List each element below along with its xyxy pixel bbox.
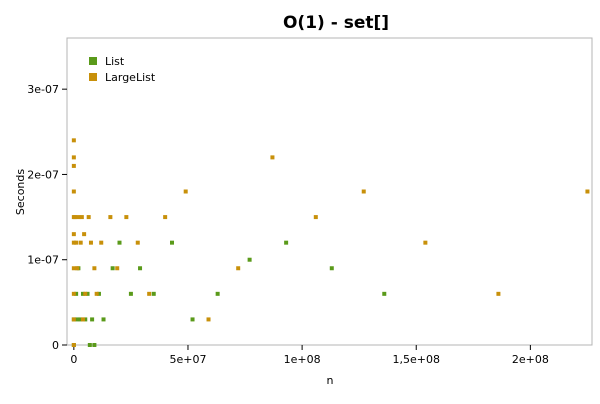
point-largelist bbox=[147, 291, 152, 296]
point-largelist bbox=[108, 215, 113, 220]
point-list bbox=[92, 343, 97, 347]
y-tick-label: 0 bbox=[52, 339, 59, 352]
data-points bbox=[71, 138, 590, 347]
point-list bbox=[96, 291, 101, 296]
y-tick-label: 2e-07 bbox=[27, 168, 59, 181]
point-list bbox=[110, 266, 115, 271]
point-largelist bbox=[423, 240, 428, 245]
point-largelist bbox=[270, 155, 275, 160]
point-list bbox=[247, 257, 252, 262]
x-axis-label: n bbox=[327, 374, 334, 387]
point-list bbox=[83, 317, 88, 322]
point-largelist bbox=[124, 215, 129, 220]
chart-title: O(1) - set[] bbox=[283, 13, 389, 33]
point-largelist bbox=[99, 240, 104, 245]
point-largelist bbox=[86, 215, 91, 220]
point-list bbox=[80, 291, 85, 296]
point-list bbox=[151, 291, 156, 296]
point-list bbox=[74, 291, 79, 296]
point-largelist bbox=[78, 240, 83, 245]
x-tick-label: 2e+08 bbox=[512, 353, 549, 366]
point-list bbox=[138, 266, 143, 271]
point-largelist bbox=[71, 163, 76, 168]
point-largelist bbox=[94, 291, 99, 296]
point-largelist bbox=[71, 189, 76, 194]
point-largelist bbox=[496, 291, 501, 296]
point-largelist bbox=[163, 215, 168, 220]
point-largelist bbox=[82, 232, 87, 237]
point-largelist bbox=[115, 266, 120, 271]
point-list bbox=[382, 291, 387, 296]
point-list bbox=[128, 291, 133, 296]
point-largelist bbox=[313, 215, 318, 220]
plot-area bbox=[66, 37, 593, 346]
point-largelist bbox=[135, 240, 140, 245]
point-list bbox=[90, 317, 95, 322]
legend-label-list: List bbox=[105, 55, 125, 68]
point-largelist bbox=[76, 215, 81, 220]
point-largelist bbox=[72, 215, 77, 220]
point-largelist bbox=[80, 317, 85, 322]
legend-swatch-list bbox=[89, 57, 97, 65]
legend: List LargeList bbox=[89, 55, 156, 84]
point-largelist bbox=[92, 266, 97, 271]
point-largelist bbox=[71, 232, 76, 237]
point-largelist bbox=[75, 266, 80, 271]
point-largelist bbox=[74, 240, 79, 245]
x-tick-label: 0 bbox=[70, 353, 77, 366]
point-list bbox=[101, 317, 106, 322]
point-largelist bbox=[71, 138, 76, 143]
legend-label-largelist: LargeList bbox=[105, 71, 156, 84]
x-tick-label: 1,5e+08 bbox=[392, 353, 439, 366]
point-largelist bbox=[585, 189, 590, 194]
y-tick-label: 1e-07 bbox=[27, 254, 59, 267]
point-list bbox=[117, 240, 122, 245]
point-list bbox=[284, 240, 289, 245]
point-largelist bbox=[183, 189, 188, 194]
point-list bbox=[170, 240, 174, 245]
point-largelist bbox=[71, 317, 76, 322]
legend-swatch-largelist bbox=[89, 73, 97, 81]
point-largelist bbox=[206, 317, 211, 322]
point-largelist bbox=[71, 291, 76, 296]
point-list bbox=[215, 291, 220, 296]
point-largelist bbox=[71, 266, 76, 271]
point-largelist bbox=[71, 240, 76, 245]
point-list bbox=[75, 317, 80, 322]
point-largelist bbox=[361, 189, 366, 194]
x-tick-label: 1e+08 bbox=[284, 353, 321, 366]
x-tick-label: 5e+07 bbox=[169, 353, 206, 366]
point-largelist bbox=[88, 240, 93, 245]
point-list bbox=[85, 291, 90, 296]
point-list bbox=[329, 266, 334, 271]
point-largelist bbox=[83, 291, 88, 296]
point-list bbox=[87, 343, 92, 347]
point-largelist bbox=[71, 155, 76, 160]
point-list bbox=[78, 317, 83, 322]
point-largelist bbox=[79, 215, 84, 220]
point-largelist bbox=[236, 266, 241, 271]
axes: 0 5e+07 1e+08 1,5e+08 2e+08 0 1e-07 2e-07 3e-07 bbox=[27, 83, 549, 366]
y-tick-label: 3e-07 bbox=[27, 83, 59, 96]
point-largelist bbox=[71, 343, 76, 347]
y-axis-label: Seconds bbox=[14, 169, 27, 215]
point-list bbox=[190, 317, 195, 322]
